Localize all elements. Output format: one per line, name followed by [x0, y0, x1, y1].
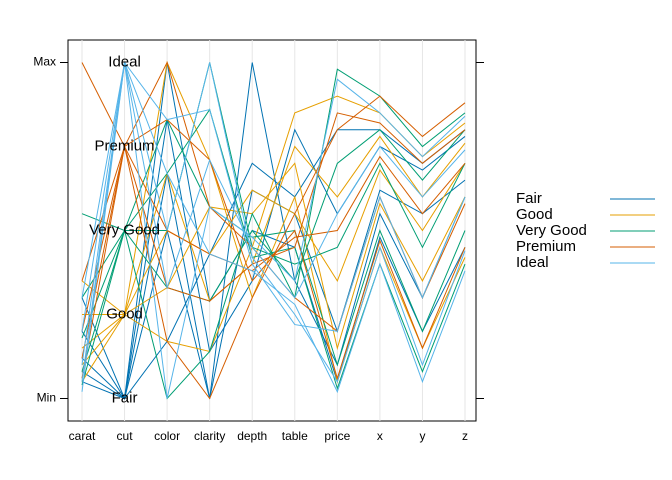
data-line	[81, 163, 466, 349]
x-tick-label: depth	[237, 429, 267, 443]
level-label: Premium	[95, 137, 155, 154]
legend-label: Good	[516, 206, 553, 223]
data-line	[81, 108, 466, 391]
level-label: Fair	[112, 389, 138, 406]
level-label: Ideal	[108, 53, 141, 70]
plot-frame	[67, 39, 477, 422]
x-tick-label: cut	[117, 429, 134, 443]
legend-label: Ideal	[516, 254, 549, 271]
data-line	[81, 62, 466, 383]
x-tick-label: z	[462, 429, 468, 443]
level-label: Good	[106, 305, 143, 322]
x-tick-label: y	[419, 429, 425, 443]
data-line	[81, 112, 466, 302]
data-line	[81, 62, 466, 399]
data-line	[81, 62, 466, 332]
data-line	[81, 162, 466, 366]
x-tick-label: color	[154, 429, 180, 443]
x-tick-label: table	[282, 429, 308, 443]
x-tick-label: price	[324, 429, 350, 443]
data-line	[81, 145, 466, 332]
legend-label: Fair	[516, 190, 542, 207]
y-tick-label: Min	[37, 391, 56, 405]
x-tick-label: carat	[69, 429, 96, 443]
data-line	[81, 62, 466, 400]
data-line	[81, 61, 466, 365]
legend-label: Very Good	[516, 222, 587, 239]
x-tick-label: x	[377, 429, 383, 443]
legend-label: Premium	[516, 238, 576, 255]
level-label: Very Good	[89, 221, 160, 238]
data-line	[81, 62, 466, 394]
y-tick-label: Max	[33, 55, 56, 69]
x-tick-label: clarity	[194, 429, 225, 443]
